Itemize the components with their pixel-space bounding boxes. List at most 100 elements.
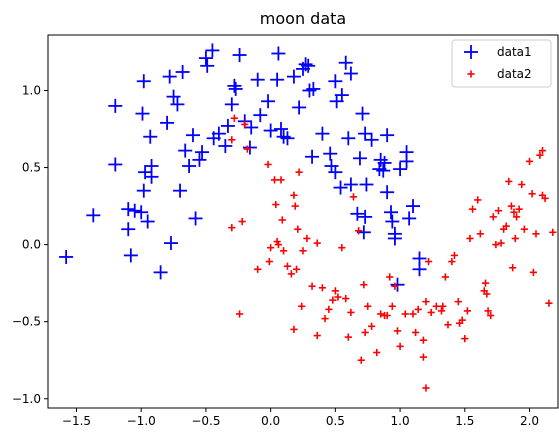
y-axis: −1.0 −0.5 0.0 0.5 1.0 — [12, 83, 48, 406]
data2-point — [450, 251, 459, 260]
data1-point — [338, 55, 353, 70]
data2-point — [536, 151, 544, 159]
data1-point — [343, 177, 358, 192]
data1-point — [280, 131, 295, 146]
data1-point — [364, 132, 379, 147]
data1-point — [59, 249, 74, 264]
x-tick-label: 1.5 — [455, 414, 474, 428]
data2-point — [401, 310, 409, 318]
data1-point — [178, 143, 193, 158]
x-tick-label: 0.5 — [326, 414, 345, 428]
data1-point — [173, 183, 188, 198]
data1-point — [166, 89, 181, 104]
chart-title: moon data — [260, 9, 346, 28]
data2-point — [383, 311, 391, 320]
data2-point — [393, 327, 402, 335]
data2-point — [461, 335, 469, 343]
data2-point — [321, 315, 329, 323]
data1-point — [185, 128, 200, 143]
data1-point — [140, 214, 155, 229]
data2-point — [448, 257, 456, 266]
data2-point — [241, 120, 249, 128]
data1-point — [341, 131, 356, 146]
data1-point — [134, 205, 149, 220]
y-tick-label: −1.0 — [12, 392, 41, 406]
data2-point — [377, 310, 385, 318]
data2-point — [238, 217, 246, 226]
data2-point — [511, 234, 519, 243]
data1-point — [232, 48, 247, 63]
data2-point — [361, 328, 369, 337]
data1-point — [205, 43, 220, 58]
data1-point — [387, 231, 402, 246]
data1-point — [305, 149, 320, 164]
data2-point — [308, 282, 316, 290]
data2-point — [265, 257, 273, 266]
legend-label-data2: data2 — [497, 67, 532, 81]
data1-point — [123, 248, 138, 263]
data2-point — [299, 247, 307, 255]
data1-point — [380, 128, 395, 143]
data2-point — [492, 241, 500, 249]
x-axis: −1.5 −1.0 −0.5 0.0 0.5 1.0 1.5 2.0 — [62, 408, 539, 428]
data1-point — [399, 145, 414, 160]
data1-point — [380, 185, 395, 200]
data1-point — [328, 74, 343, 89]
data2-point — [512, 213, 521, 221]
legend-marker-data1 — [464, 45, 478, 59]
data2-point — [342, 294, 350, 303]
data1-point — [121, 222, 136, 237]
data1-point — [227, 78, 242, 93]
data2-point — [528, 190, 536, 198]
data2-point — [468, 205, 477, 213]
data2-point — [303, 234, 311, 243]
data1-point — [143, 129, 158, 144]
plot-frame — [47, 34, 559, 409]
data2-point — [487, 311, 495, 320]
data1-point — [271, 46, 286, 61]
data2-point — [368, 322, 376, 330]
legend-marker-data2 — [467, 70, 475, 78]
data1-point — [244, 120, 259, 135]
data2-point — [331, 287, 339, 295]
data2-point — [454, 298, 462, 306]
data2-point — [509, 264, 517, 272]
data1-point — [170, 97, 185, 112]
series-data2 — [228, 114, 557, 392]
data1-point — [334, 88, 349, 103]
data2-point — [290, 325, 298, 333]
data2-point — [474, 196, 482, 204]
data2-point — [422, 298, 430, 306]
data1-point — [195, 145, 210, 160]
data1-point — [160, 115, 175, 130]
data2-point — [439, 302, 447, 310]
data2-point — [489, 213, 497, 221]
data2-point — [409, 310, 417, 318]
data2-point — [292, 265, 301, 273]
data1-point — [358, 126, 373, 141]
data2-point — [502, 222, 510, 230]
data1-point — [135, 106, 150, 121]
data1-point — [406, 199, 421, 214]
data2-point — [325, 305, 333, 313]
data1-point — [333, 180, 348, 195]
data2-point — [484, 307, 492, 315]
data1-point — [253, 108, 268, 123]
data2-point — [510, 208, 518, 216]
data1-point — [211, 126, 226, 141]
data1-point — [188, 211, 203, 226]
data2-point — [228, 224, 236, 232]
data2-point — [360, 281, 368, 289]
data1-point — [390, 277, 405, 292]
data1-point — [224, 97, 239, 112]
data1-point — [175, 64, 190, 79]
data1-point — [376, 163, 391, 178]
data1-point — [355, 106, 370, 121]
data1-point — [121, 202, 136, 217]
data1-point — [108, 157, 123, 172]
data2-point — [494, 207, 503, 215]
y-tick-label: 0.0 — [22, 238, 41, 252]
data2-point — [373, 348, 381, 357]
data1-point — [292, 100, 307, 115]
data1-point — [263, 123, 278, 138]
